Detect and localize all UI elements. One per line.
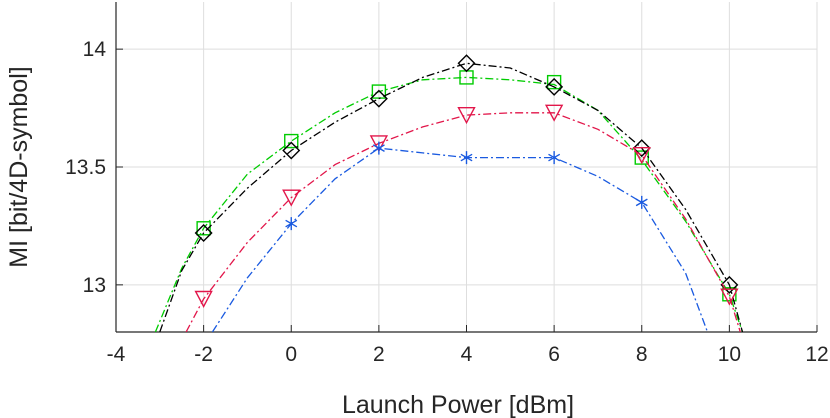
x-tick-label: 0 [285, 343, 297, 366]
data-point-diamond [194, 224, 213, 242]
data-point-triangle-down [457, 106, 476, 125]
data-point-square [196, 221, 211, 236]
data-point-square [722, 287, 737, 302]
series-0 [154, 70, 744, 332]
grid-lines [115, 2, 818, 332]
y-tick-label: 14 [83, 38, 107, 61]
data-point-asterisk [372, 141, 385, 155]
y-tick-label: 13.5 [65, 156, 106, 179]
data-point-asterisk [635, 195, 648, 209]
y-axis-label: MI [bit/4D-symbol] [5, 66, 33, 267]
x-tick-labels: -4 -2 0 2 4 6 8 10 12 [107, 343, 829, 366]
x-tick-label: 12 [805, 343, 828, 366]
data-point-asterisk [285, 217, 298, 231]
x-tick-label: 8 [636, 343, 648, 366]
data-point-diamond [457, 54, 476, 73]
x-axis-label: Launch Power [dBm] [342, 391, 574, 418]
data-point-triangle-down [369, 135, 389, 153]
data-point-diamond [369, 89, 388, 108]
data-point-square [284, 133, 299, 149]
data-point-triangle-down [632, 147, 651, 165]
data-point-diamond [282, 141, 301, 160]
series-line [154, 76, 744, 332]
series-line [185, 112, 741, 332]
data-point-triangle-down [544, 104, 564, 122]
x-tick-label: 6 [548, 343, 560, 366]
data-point-diamond [545, 77, 564, 96]
series-line [211, 147, 709, 332]
series-1 [159, 54, 744, 332]
data-point-asterisk [460, 151, 473, 165]
series-3 [211, 141, 709, 332]
axes-box [115, 2, 818, 333]
x-tick-label: -2 [194, 343, 213, 366]
data-point-diamond [720, 275, 739, 294]
y-tick-label: 13 [83, 274, 106, 297]
series-line [159, 62, 744, 332]
x-tick-label: 4 [461, 343, 473, 366]
data-series [154, 54, 744, 332]
x-tick-label: -4 [107, 343, 126, 366]
y-tick-labels: 13 13.5 14 [65, 38, 106, 297]
series-2 [185, 104, 741, 332]
data-point-diamond [632, 139, 651, 158]
data-point-triangle-down [194, 290, 213, 308]
data-point-square [546, 74, 562, 90]
data-point-triangle-down [282, 189, 301, 207]
x-tick-label: 2 [373, 343, 385, 366]
data-point-asterisk [548, 151, 561, 165]
x-tick-label: 10 [718, 343, 741, 366]
data-point-triangle-down [720, 288, 739, 306]
